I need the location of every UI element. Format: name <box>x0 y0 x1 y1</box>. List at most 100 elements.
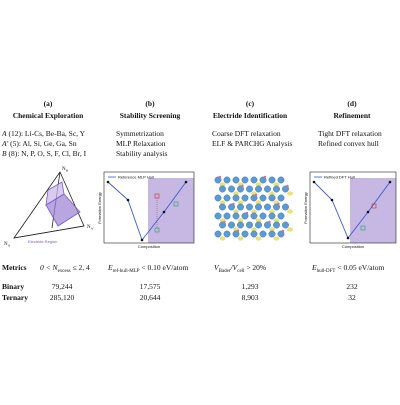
atom <box>287 227 293 232</box>
label: < 0.10 eV/atom <box>140 263 189 272</box>
atom <box>246 203 253 211</box>
hull-plot: Reference MLP Hull Formation Energy Comp… <box>97 171 195 249</box>
atom <box>214 212 222 220</box>
atom <box>255 221 262 229</box>
count: 17,575 <box>140 282 161 291</box>
ternary-diagram: NB NA′ NA Electride Region <box>4 167 94 248</box>
atom <box>241 176 249 184</box>
atom <box>287 209 293 214</box>
atom <box>259 230 267 238</box>
atom <box>282 185 289 193</box>
shade <box>148 178 194 243</box>
atom <box>268 194 276 202</box>
label: < 0.05 eV/atom <box>335 263 384 272</box>
atom <box>259 212 267 220</box>
panel-title: Refinement <box>333 111 371 120</box>
atom <box>236 229 240 233</box>
atom <box>277 194 285 202</box>
panel-letter: (b) <box>145 99 155 108</box>
svg-text:A′ (5): Al, Si, Ge, Ga, Sn: A′ (5): Al, Si, Ge, Ga, Sn <box>1 139 77 148</box>
atom <box>287 191 293 196</box>
atom <box>241 212 249 220</box>
y-label: Formation Energy <box>303 192 308 224</box>
label: A′ <box>1 139 9 148</box>
atom <box>273 185 280 193</box>
atom <box>219 236 226 241</box>
atom <box>268 212 276 220</box>
atom <box>250 230 258 238</box>
atom <box>228 185 235 193</box>
step: Stability analysis <box>116 149 168 158</box>
atom <box>273 221 280 229</box>
x-label: Composition <box>138 244 160 249</box>
label: N <box>4 242 8 247</box>
metrics-row: Metrics 0 < Nexcess ≤ 2, 4 Eref-hull-MLP… <box>2 263 384 274</box>
atom <box>259 176 267 184</box>
atom <box>241 184 244 188</box>
atom <box>263 175 267 179</box>
atom <box>282 221 289 229</box>
legend: Refined DFT Hull <box>324 175 355 180</box>
atom <box>237 221 244 229</box>
step: MLP Relaxation <box>116 139 166 148</box>
step: Tight DFT relaxation <box>318 129 382 138</box>
atom <box>214 194 222 202</box>
atom <box>214 230 222 238</box>
count: 285,120 <box>50 293 75 302</box>
atom <box>273 203 280 211</box>
crystal-structure <box>214 175 293 241</box>
atom <box>241 230 249 238</box>
count: 20,644 <box>140 293 161 302</box>
step: Coarse DFT relaxation <box>212 129 281 138</box>
atom <box>219 221 226 229</box>
atom <box>223 194 231 202</box>
shade <box>350 178 396 243</box>
atom <box>286 184 289 188</box>
atom <box>259 194 267 202</box>
atom <box>250 194 258 202</box>
element-list: A (12): Li-Cs, Be-Ba, Sc, Y A′ (5): Al, … <box>1 129 87 158</box>
atom <box>250 176 258 184</box>
row-label: Metrics <box>2 263 27 272</box>
legend: Reference MLP Hull <box>118 175 154 180</box>
atom <box>264 185 271 193</box>
label: hull-DFT <box>317 269 336 274</box>
label: ≤ 2, 4 <box>71 263 90 272</box>
atom <box>277 202 280 206</box>
label: 0 < N <box>40 263 59 272</box>
atom <box>245 211 249 215</box>
atom <box>237 203 244 211</box>
atom <box>273 236 280 241</box>
svg-text:B (8): N, P, O, S, F, Cl, Br,: B (8): N, P, O, S, F, Cl, Br, I <box>2 149 87 158</box>
step: Refined convex hull <box>318 139 379 148</box>
atom <box>228 203 235 211</box>
frame <box>103 171 195 244</box>
label: A′ <box>91 227 95 231</box>
atom <box>223 176 231 184</box>
step: Symmetrization <box>116 129 164 138</box>
row-label: Binary <box>2 282 24 291</box>
count: 8,903 <box>242 293 259 302</box>
label: excess <box>58 269 71 274</box>
atom <box>232 194 240 202</box>
label: V <box>214 263 220 272</box>
label: (5): Al, Si, Ge, Ga, Sn <box>8 139 77 148</box>
atom <box>264 203 271 211</box>
svg-text:VBader/Vcell > 20%: VBader/Vcell > 20% <box>214 263 266 274</box>
atom <box>277 212 285 220</box>
atom <box>232 230 240 238</box>
label: E <box>311 263 317 272</box>
label: Bader <box>219 269 231 274</box>
atom <box>223 212 231 220</box>
atom <box>232 176 240 184</box>
svg-text:Ehull-DFT < 0.05 eV/atom: Ehull-DFT < 0.05 eV/atom <box>311 263 384 274</box>
frame <box>309 171 397 244</box>
label: /V <box>230 263 239 272</box>
atom <box>254 193 258 197</box>
count: 1,293 <box>242 282 259 291</box>
svg-text:0 < Nexcess ≤ 2, 4: 0 < Nexcess ≤ 2, 4 <box>40 263 90 274</box>
atom <box>214 176 222 184</box>
atom <box>219 203 226 211</box>
atom <box>268 220 271 224</box>
